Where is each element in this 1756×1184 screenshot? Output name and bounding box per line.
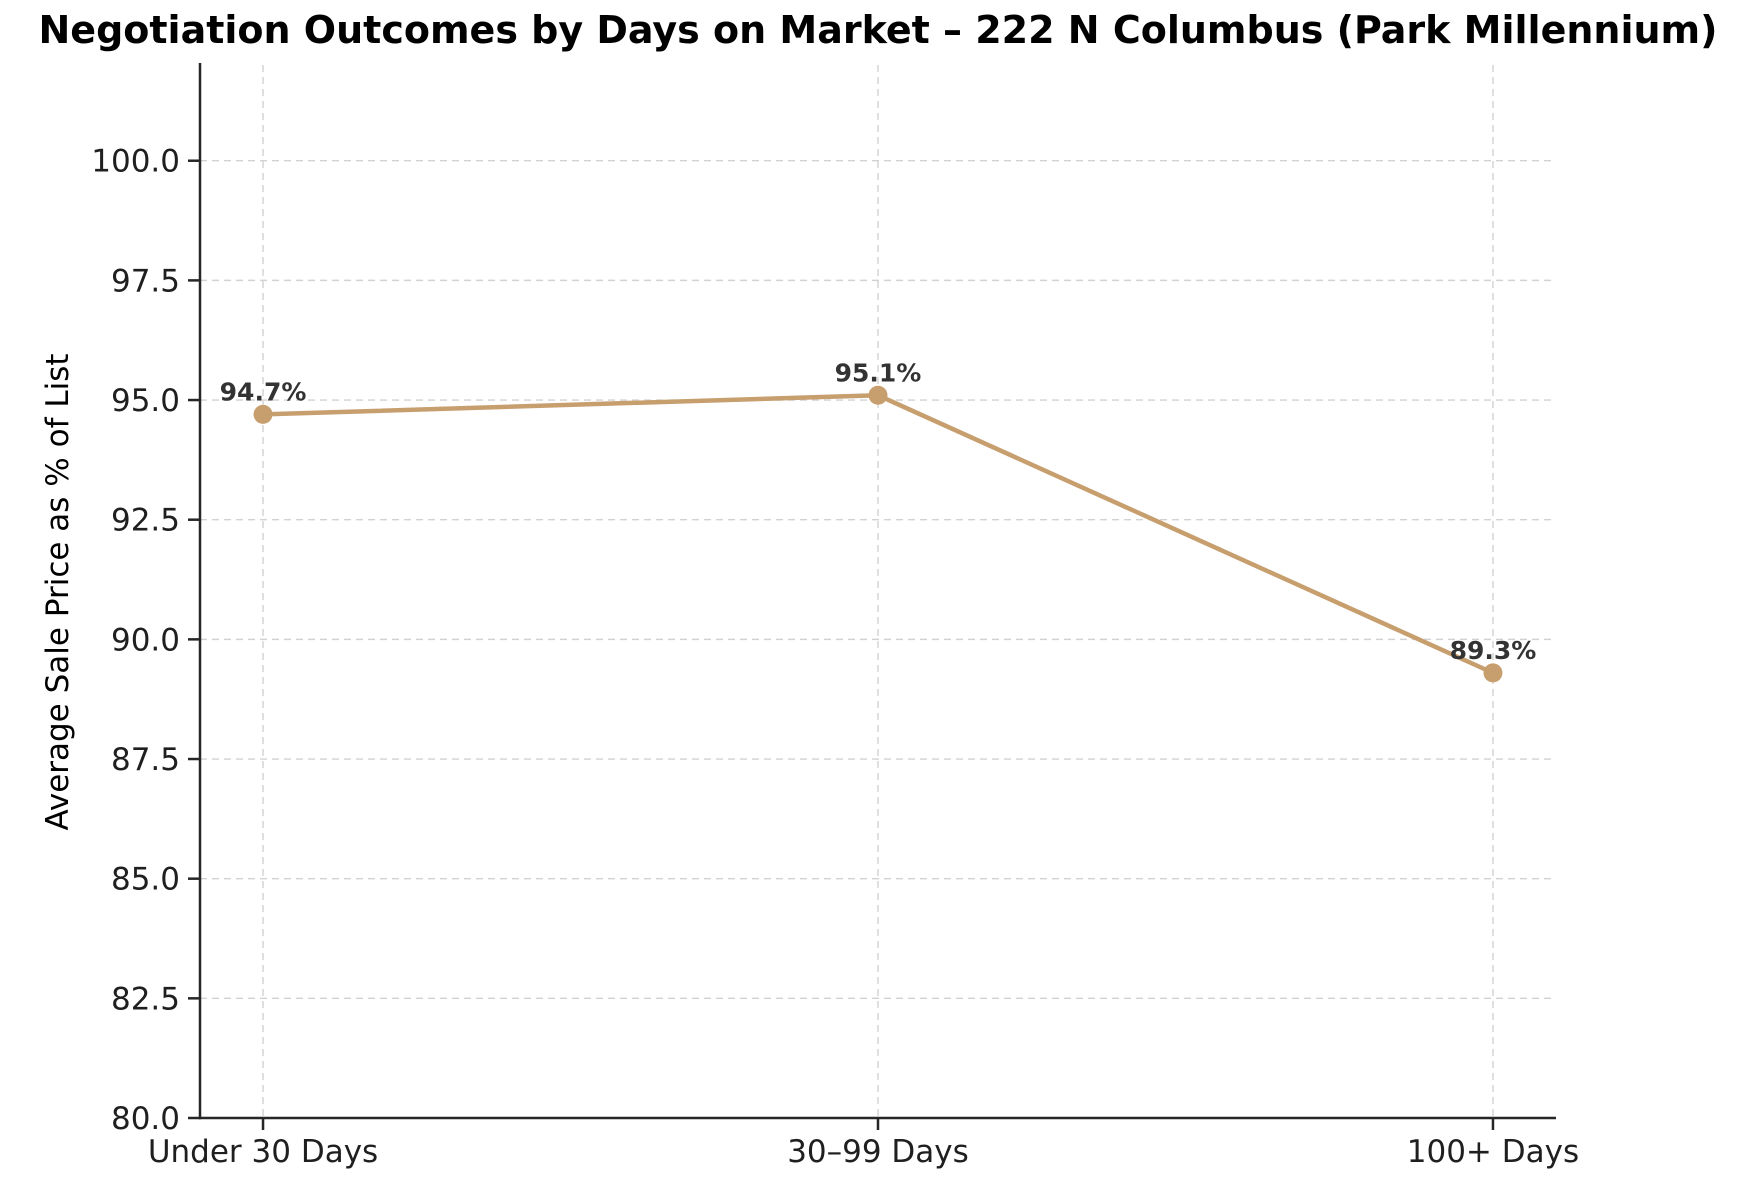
x-tick-label-1: 30–99 Days <box>787 1134 969 1170</box>
x-tick-label-0: Under 30 Days <box>148 1134 378 1170</box>
y-tick-label: 82.5 <box>111 981 180 1017</box>
point-label-1: 95.1% <box>835 358 922 387</box>
y-tick-label: 80.0 <box>111 1101 180 1137</box>
data-point-0 <box>253 404 273 424</box>
y-tick-label: 85.0 <box>111 862 180 898</box>
x-tick-label-2: 100+ Days <box>1407 1134 1579 1170</box>
y-axis-label: Average Sale Price as % of List <box>40 353 76 831</box>
y-tick-label: 95.0 <box>111 383 180 419</box>
y-tick-label: 92.5 <box>111 503 180 539</box>
data-point-1 <box>868 385 888 405</box>
y-tick-label: 90.0 <box>111 622 180 658</box>
data-point-2 <box>1483 663 1503 683</box>
chart-title: Negotiation Outcomes by Days on Market –… <box>38 8 1718 52</box>
point-label-2: 89.3% <box>1450 636 1537 665</box>
y-tick-label: 87.5 <box>111 742 180 778</box>
point-label-0: 94.7% <box>220 377 307 406</box>
y-tick-label: 100.0 <box>91 144 180 180</box>
y-tick-label: 97.5 <box>111 263 180 299</box>
